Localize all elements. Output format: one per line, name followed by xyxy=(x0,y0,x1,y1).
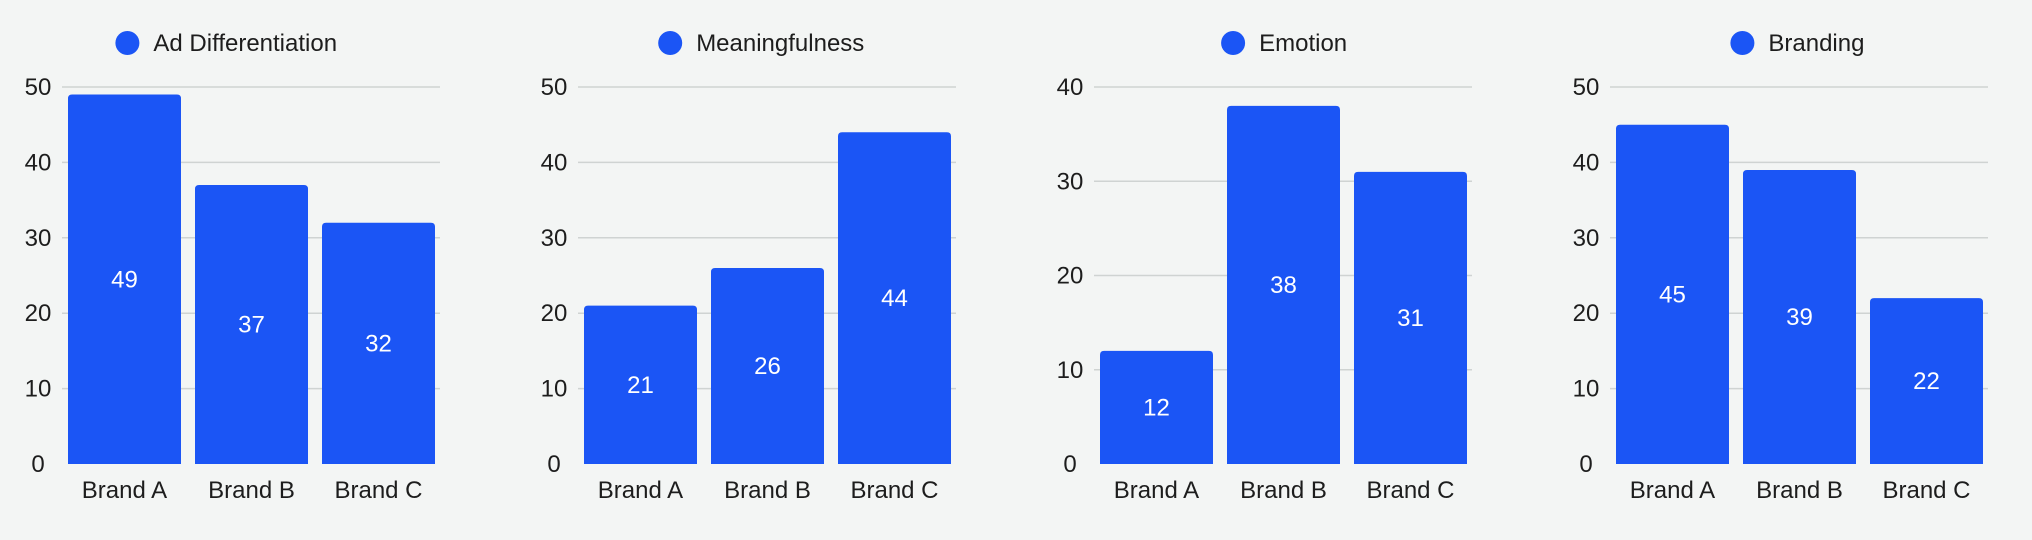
data-label-brand-c: 31 xyxy=(1397,305,1424,332)
bar-brand-b xyxy=(1743,169,1856,464)
y-tick-label-30: 30 xyxy=(1057,168,1084,195)
legend-marker xyxy=(658,31,683,55)
y-tick-label-30: 30 xyxy=(1573,225,1600,252)
bar-brand-b xyxy=(1227,105,1340,464)
bar-brand-b xyxy=(711,267,824,464)
x-tick-label-brand-a: Brand A xyxy=(82,477,167,504)
y-tick-label-10: 10 xyxy=(25,376,52,403)
bar-brand-a xyxy=(584,305,697,464)
y-tick-label-50: 50 xyxy=(1573,74,1600,101)
x-tick-label-brand-b: Brand B xyxy=(1240,477,1327,504)
x-tick-label-brand-a: Brand A xyxy=(1630,477,1715,504)
data-label-brand-a: 12 xyxy=(1143,394,1170,421)
y-tick-label-0: 0 xyxy=(547,451,560,478)
bar-chart-branding: 0 10 20 30 40 50 Branding 45 Brand A 39 Brand B 22 B… xyxy=(1573,30,1988,504)
data-label-brand-a: 49 xyxy=(111,266,138,293)
y-tick-label-40: 40 xyxy=(1573,149,1600,176)
x-tick-label-brand-b: Brand B xyxy=(1756,477,1843,504)
data-label-brand-c: 22 xyxy=(1913,368,1940,395)
data-label-brand-a: 45 xyxy=(1659,281,1686,308)
x-tick-label-brand-b: Brand B xyxy=(724,477,811,504)
chart-panel-branding: 0 10 20 30 40 50 Branding 45 Brand A 39 Brand B 22 B… xyxy=(1548,0,2032,540)
data-label-brand-b: 39 xyxy=(1786,304,1813,331)
y-tick-label-40: 40 xyxy=(541,149,568,176)
legend-label-ad-differentiation: Ad Differentiation xyxy=(153,30,337,57)
bar-brand-b xyxy=(195,185,308,464)
legend-marker xyxy=(1221,31,1246,55)
y-tick-label-0: 0 xyxy=(1063,451,1076,478)
y-tick-label-10: 10 xyxy=(541,376,568,403)
legend-marker xyxy=(1730,31,1755,55)
x-tick-label-brand-c: Brand C xyxy=(850,477,938,504)
bar-brand-c xyxy=(1870,298,1983,464)
x-tick-label-brand-c: Brand C xyxy=(1366,477,1454,504)
bar-brand-c xyxy=(322,222,435,464)
y-tick-label-50: 50 xyxy=(25,74,52,101)
bar-brand-c xyxy=(1354,171,1467,464)
y-tick-label-20: 20 xyxy=(1573,300,1600,327)
y-tick-label-10: 10 xyxy=(1057,357,1084,384)
data-label-brand-b: 37 xyxy=(238,312,265,339)
x-tick-label-brand-a: Brand A xyxy=(598,477,683,504)
chart-panel-ad-differentiation: 0 10 20 30 40 50 Ad Differentiation 49 Brand A 37… xyxy=(0,0,508,540)
y-tick-label-20: 20 xyxy=(25,300,52,327)
y-tick-label-30: 30 xyxy=(25,225,52,252)
data-label-brand-a: 21 xyxy=(627,372,654,399)
legend-marker xyxy=(115,31,140,55)
bar-chart-ad-differentiation: 0 10 20 30 40 50 Ad Differentiation 49 Brand A 37… xyxy=(25,30,440,504)
y-tick-label-20: 20 xyxy=(1057,263,1084,290)
legend-label-branding: Branding xyxy=(1768,30,1864,57)
bar-chart-emotion: 0 10 20 30 40 Emotion 12 Brand A 38 Brand B 31 Bran… xyxy=(1057,30,1472,504)
y-tick-label-10: 10 xyxy=(1573,376,1600,403)
data-label-brand-b: 26 xyxy=(754,353,781,380)
y-tick-label-50: 50 xyxy=(541,74,568,101)
x-tick-label-brand-a: Brand A xyxy=(1114,477,1199,504)
legend-label-meaningfulness: Meaningfulness xyxy=(696,30,864,57)
data-label-brand-c: 32 xyxy=(365,330,392,357)
x-tick-label-brand-c: Brand C xyxy=(1882,477,1970,504)
bar-brand-c xyxy=(838,132,951,465)
y-tick-label-20: 20 xyxy=(541,300,568,327)
y-tick-label-40: 40 xyxy=(1057,74,1084,101)
chart-panel-emotion: 0 10 20 30 40 Emotion 12 Brand A 38 Brand B 31 Bran… xyxy=(1032,0,1540,540)
y-tick-label-40: 40 xyxy=(25,149,52,176)
legend-label-emotion: Emotion xyxy=(1259,30,1347,57)
data-label-brand-b: 38 xyxy=(1270,272,1297,299)
x-tick-label-brand-c: Brand C xyxy=(334,477,422,504)
y-tick-label-0: 0 xyxy=(31,451,44,478)
y-tick-label-30: 30 xyxy=(541,225,568,252)
bar-chart-meaningfulness: 0 10 20 30 40 50 Meaningfulness 21 Brand A 26 Bran… xyxy=(541,30,956,504)
bar-brand-a xyxy=(1100,350,1213,464)
bar-brand-a xyxy=(68,94,181,464)
chart-panel-meaningfulness: 0 10 20 30 40 50 Meaningfulness 21 Brand A 26 Bran… xyxy=(516,0,1024,540)
data-label-brand-c: 44 xyxy=(881,285,908,312)
bar-brand-a xyxy=(1616,124,1729,464)
x-tick-label-brand-b: Brand B xyxy=(208,477,295,504)
y-tick-label-0: 0 xyxy=(1579,451,1592,478)
